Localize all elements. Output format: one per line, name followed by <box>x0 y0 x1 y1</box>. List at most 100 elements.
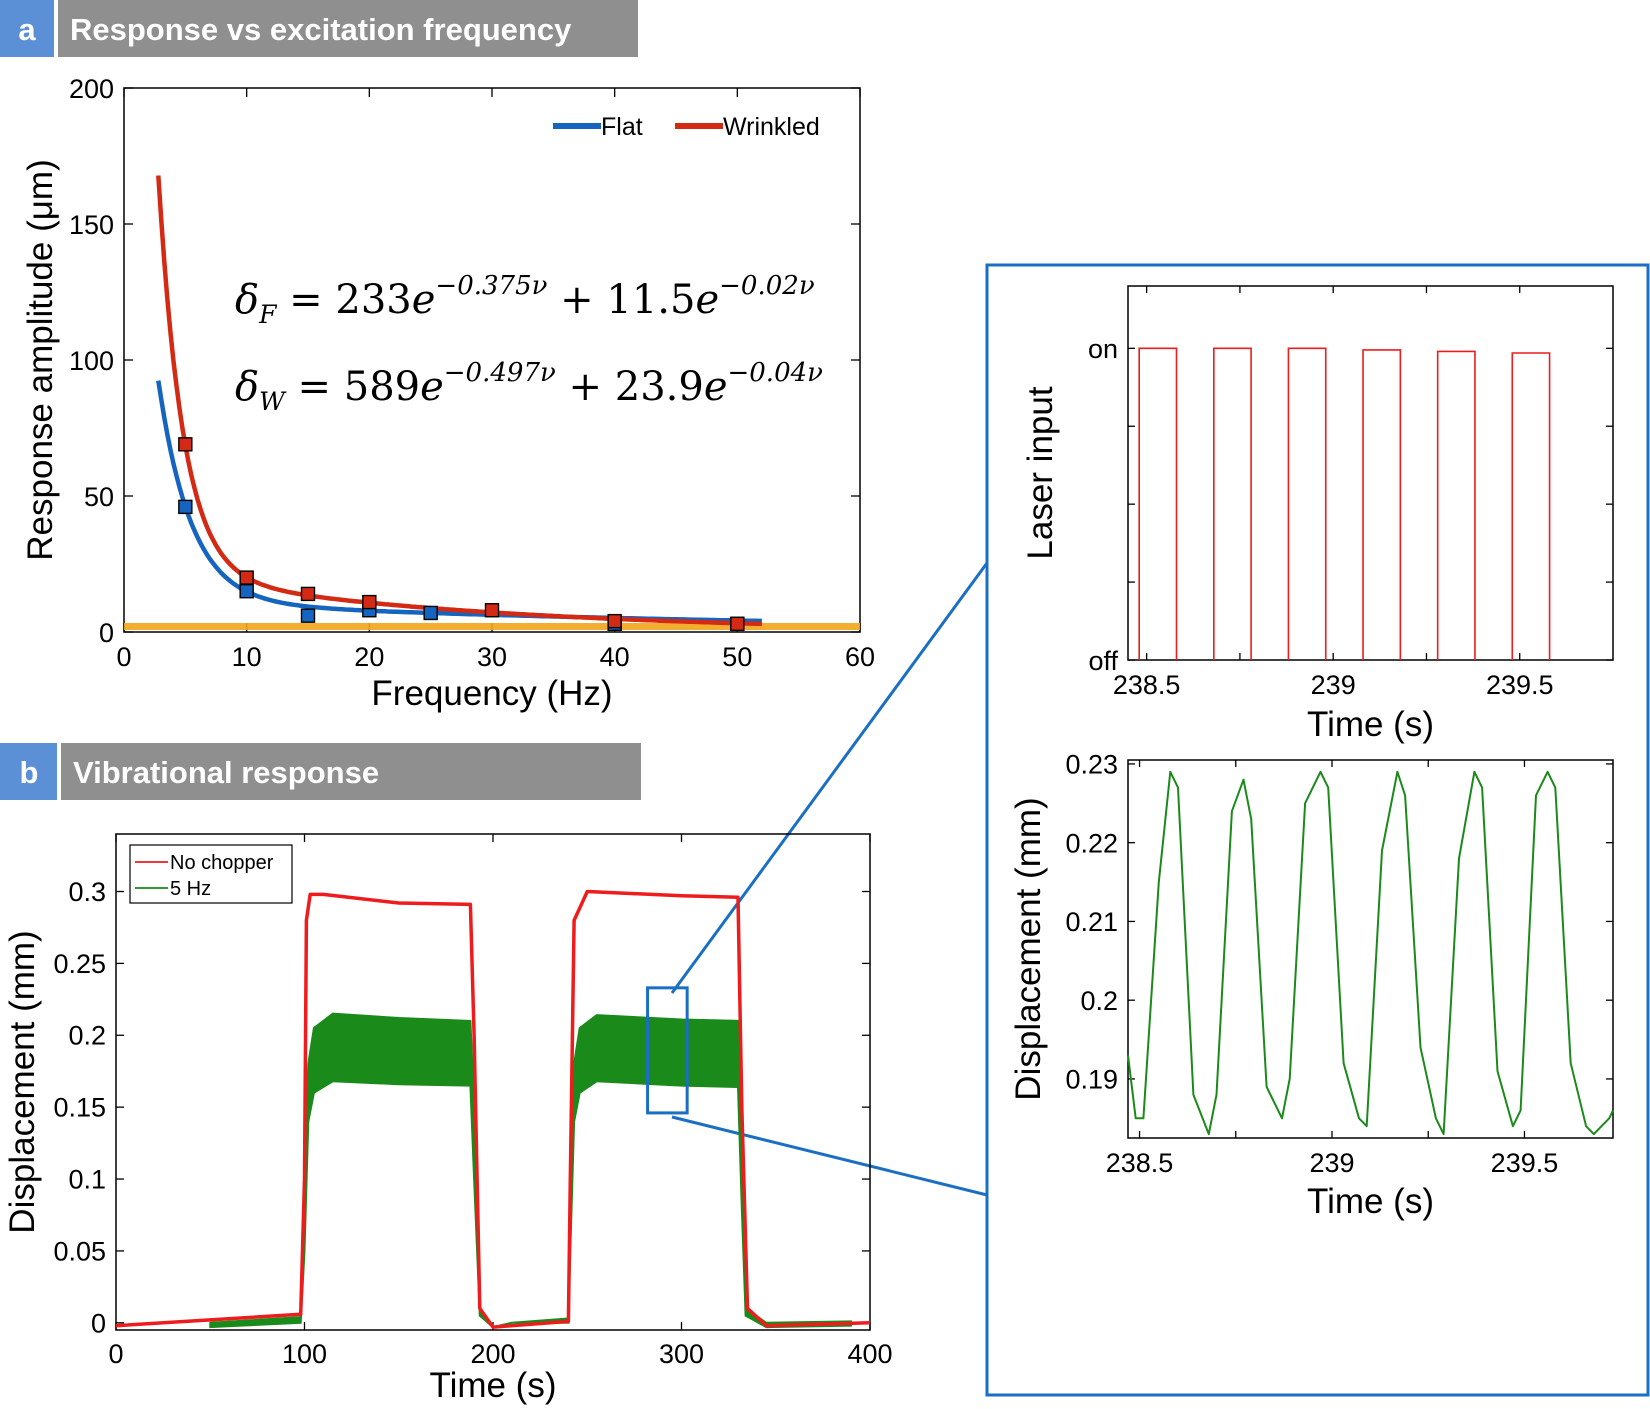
y-axis-label: Displacement (mm) <box>3 930 42 1233</box>
laser-pulse <box>1213 347 1252 660</box>
y-tick-label: 0.25 <box>53 949 106 979</box>
equation-wrinkled: δW = 589e−0.497ν + 23.9e−0.04ν <box>235 358 823 416</box>
data-point-wrinkled <box>484 603 500 618</box>
eq-w-e2: e <box>704 364 728 410</box>
panel-a-letter-box <box>0 0 54 57</box>
chart-b: 0 100 200 300 400 0 0.05 0.1 0.15 0.2 0.25 0.3 Time … <box>3 833 893 1405</box>
data-point-flat <box>239 584 254 599</box>
eq-w-delta: δ <box>235 364 259 410</box>
y-tick-label: 0.3 <box>68 877 106 907</box>
x-tick-label: 50 <box>722 642 752 672</box>
chart-c-axes: 238.5 239 239.5 off on Time (s) Laser input <box>1021 285 1614 744</box>
laser-pulse <box>1436 350 1476 660</box>
chart-a-legend: Flat Wrinkled <box>553 113 820 141</box>
x-tick-label: 100 <box>282 1339 327 1369</box>
plot-frame <box>1127 285 1614 661</box>
zoom-connector-bottom <box>671 1115 988 1197</box>
x-tick-label: 20 <box>354 642 384 672</box>
chart-a: 0 10 20 30 40 50 60 0 50 100 150 200 Frequency (Hz) R… <box>21 74 875 713</box>
chart-c-series <box>1138 347 1551 660</box>
x-tick-label: 60 <box>845 642 875 672</box>
y-tick-label: on <box>1088 334 1118 364</box>
chart-a-axes: 0 10 20 30 40 50 60 0 50 100 150 200 Frequency (Hz) R… <box>21 74 875 713</box>
x-tick-label: 0 <box>116 642 131 672</box>
x-tick-label: 238.5 <box>1106 1148 1174 1178</box>
data-point-wrinkled <box>300 586 316 602</box>
data-point-wrinkled <box>362 594 377 610</box>
eq-w-e1: e <box>420 364 444 410</box>
x-axis-label: Frequency (Hz) <box>371 674 612 713</box>
chart-d: 238.5 239 239.5 0.19 0.2 0.21 0.22 0.23 Time (s)… <box>1009 750 1614 1221</box>
chart-d-axes: 238.5 239 239.5 0.19 0.2 0.21 0.22 0.23 Time (s)… <box>1009 750 1614 1221</box>
x-tick-label: 10 <box>232 642 262 672</box>
legend-label-5hz: 5 Hz <box>170 878 211 900</box>
panel-b-letter-box <box>0 743 57 800</box>
y-axis-label: Laser input <box>1021 386 1060 559</box>
panel-a-header: a Response vs excitation frequency <box>0 0 638 57</box>
y-axis-label: Response amplitude (μm) <box>21 159 60 560</box>
eq-w-mid: + 23.9 <box>556 364 704 410</box>
data-point-flat <box>423 605 438 621</box>
laser-pulse <box>1362 349 1402 660</box>
x-tick-label: 239 <box>1309 1148 1354 1178</box>
data-point-wrinkled <box>239 570 254 585</box>
x-tick-label: 239.5 <box>1486 670 1554 700</box>
y-tick-label: 0.15 <box>53 1093 106 1123</box>
y-tick-label: 200 <box>69 74 114 104</box>
laser-pulse <box>1511 352 1551 660</box>
data-point-flat <box>300 608 316 623</box>
legend-label-flat: Flat <box>601 113 643 141</box>
x-tick-label: 200 <box>470 1339 515 1369</box>
eq-f-sub: F <box>258 300 278 329</box>
data-point-flat <box>178 499 193 515</box>
x-tick-label: 239 <box>1311 670 1356 700</box>
chart-b-axes: 0 100 200 300 400 0 0.05 0.1 0.15 0.2 0.25 0.3 Time … <box>3 833 893 1405</box>
y-tick-label: 0.1 <box>68 1164 106 1194</box>
chart-b-series <box>115 889 871 1329</box>
x-tick-label: 0 <box>108 1339 123 1369</box>
series-5hz-band <box>209 1012 853 1329</box>
displacement-oscillation-line <box>1127 770 1614 1136</box>
laser-pulse <box>1138 347 1178 660</box>
data-point-wrinkled <box>730 616 745 632</box>
y-tick-label: 50 <box>84 482 114 512</box>
fit-line-wrinkled <box>156 175 762 627</box>
chart-a-series <box>124 175 860 632</box>
y-tick-label: 0.22 <box>1065 828 1118 858</box>
data-point-wrinkled <box>178 437 193 452</box>
zoom-connector-top <box>670 562 989 994</box>
x-tick-label: 300 <box>659 1339 704 1369</box>
y-tick-label: 0.21 <box>1065 907 1118 937</box>
eq-f-delta: δ <box>235 277 259 323</box>
eq-f-e2: e <box>695 277 719 323</box>
panel-b-header: b Vibrational response <box>0 743 641 800</box>
data-point-wrinkled <box>607 613 622 629</box>
chart-a-equations: δF = 233e−0.375ν + 11.5e−0.02ν δW = 589e… <box>235 271 823 416</box>
x-axis-label: Time (s) <box>1307 1182 1434 1221</box>
panel-b-title: Vibrational response <box>73 755 379 790</box>
eq-f-e1: e <box>412 277 436 323</box>
y-tick-label: 0.2 <box>68 1021 106 1051</box>
y-axis-label: Displacement (mm) <box>1009 797 1048 1100</box>
y-tick-label: 0 <box>91 1308 106 1338</box>
legend-box <box>129 844 293 904</box>
panel-a-letter: a <box>18 12 36 47</box>
eq-f-lead: = 233 <box>276 277 411 323</box>
legend-label-no-chopper: No chopper <box>170 852 274 874</box>
eq-w-lead: = 589 <box>285 364 420 410</box>
y-tick-label: 100 <box>69 346 114 376</box>
plot-frame <box>115 833 871 1331</box>
y-tick-label: 0.19 <box>1065 1065 1118 1095</box>
eq-w-exp2: −0.04ν <box>727 358 823 388</box>
panel-b-letter: b <box>20 755 39 790</box>
eq-f-exp1: −0.375ν <box>435 271 547 301</box>
x-tick-label: 40 <box>600 642 630 672</box>
y-tick-label: 0 <box>99 618 114 648</box>
x-tick-label: 30 <box>477 642 507 672</box>
zoom-callout <box>670 263 1650 1397</box>
panel-a-title: Response vs excitation frequency <box>70 12 572 47</box>
chart-b-legend: No chopper 5 Hz <box>129 844 293 904</box>
x-tick-label: 238.5 <box>1113 670 1181 700</box>
chart-c: 238.5 239 239.5 off on Time (s) Laser input <box>1021 285 1614 744</box>
